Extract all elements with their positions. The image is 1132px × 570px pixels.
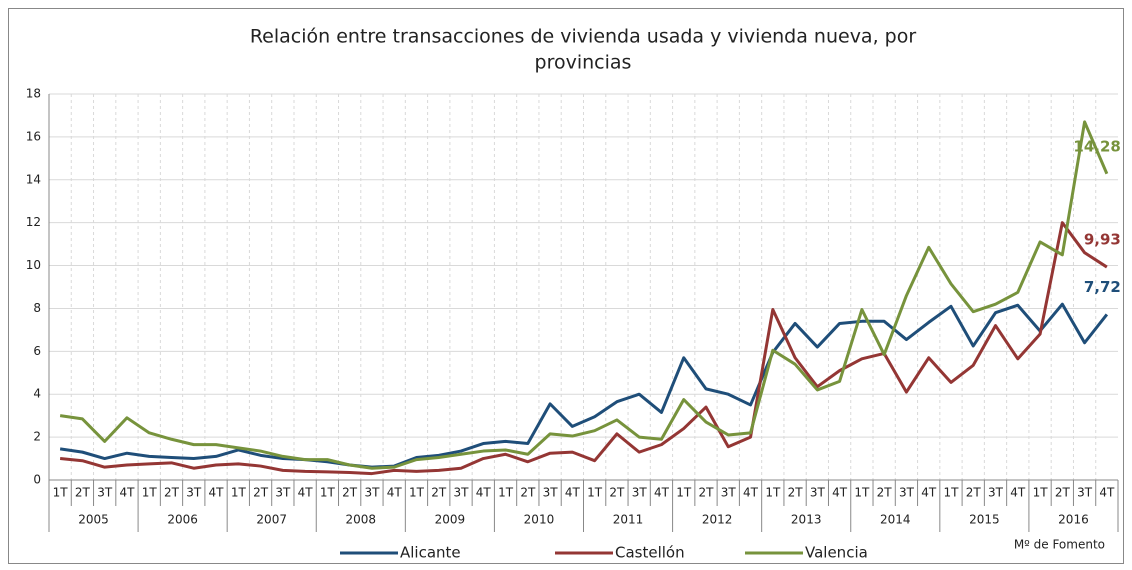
- x-tick-label: 3T: [97, 486, 113, 500]
- chart-title: provincias: [535, 52, 632, 74]
- x-group-label: 2013: [791, 513, 822, 527]
- x-tick-label: 3T: [721, 486, 737, 500]
- x-tick-label: 1T: [53, 486, 69, 500]
- x-tick-label: 1T: [765, 486, 781, 500]
- x-group-label: 2014: [880, 513, 911, 527]
- x-tick-label: 2T: [788, 486, 804, 500]
- x-group-label: 2006: [167, 513, 198, 527]
- x-tick-label: 2T: [699, 486, 715, 500]
- x-tick-label: 4T: [476, 486, 492, 500]
- y-tick-label: 4: [33, 387, 41, 401]
- x-tick-label: 4T: [921, 486, 937, 500]
- x-tick-label: 3T: [364, 486, 380, 500]
- x-tick-label: 1T: [142, 486, 158, 500]
- x-tick-label: 2T: [75, 486, 91, 500]
- x-group-label: 2008: [346, 513, 377, 527]
- x-tick-label: 2T: [253, 486, 269, 500]
- y-tick-label: 10: [26, 258, 41, 272]
- x-tick-label: 2T: [966, 486, 982, 500]
- series-line: [59, 120, 1109, 470]
- x-tick-label: 3T: [1077, 486, 1093, 500]
- x-tick-label: 1T: [1033, 486, 1049, 500]
- chart-frame: [8, 8, 1124, 564]
- y-tick-label: 8: [33, 301, 41, 315]
- y-tick-label: 2: [33, 430, 41, 444]
- x-tick-label: 3T: [988, 486, 1004, 500]
- x-tick-label: 1T: [676, 486, 692, 500]
- x-tick-label: 4T: [1010, 486, 1026, 500]
- x-tick-label: 4T: [654, 486, 670, 500]
- source-note: Mº de Fomento: [1014, 538, 1105, 552]
- x-tick-label: 4T: [119, 486, 135, 500]
- x-tick-label: 1T: [498, 486, 514, 500]
- x-group-label: 2015: [969, 513, 1000, 527]
- x-group-label: 2012: [702, 513, 733, 527]
- x-group-label: 2016: [1058, 513, 1089, 527]
- x-tick-label: 1T: [320, 486, 336, 500]
- series-line: [59, 221, 1108, 476]
- legend-label: Castellón: [615, 544, 685, 562]
- x-tick-label: 1T: [409, 486, 425, 500]
- x-tick-label: 2T: [431, 486, 447, 500]
- x-tick-label: 3T: [275, 486, 291, 500]
- data-label: 7,72: [1084, 278, 1121, 296]
- x-tick-label: 1T: [943, 486, 959, 500]
- x-tick-label: 4T: [743, 486, 759, 500]
- x-tick-label: 3T: [186, 486, 202, 500]
- x-group-label: 2010: [524, 513, 555, 527]
- y-tick-label: 14: [26, 172, 41, 186]
- data-label: 9,93: [1084, 231, 1121, 249]
- y-tick-label: 16: [26, 129, 41, 143]
- x-tick-label: 2T: [877, 486, 893, 500]
- x-tick-label: 4T: [832, 486, 848, 500]
- x-group-label: 2011: [613, 513, 644, 527]
- x-group-label: 2007: [256, 513, 287, 527]
- x-tick-label: 3T: [810, 486, 826, 500]
- x-tick-label: 2T: [342, 486, 358, 500]
- x-group-label: 2009: [435, 513, 466, 527]
- x-tick-label: 2T: [1055, 486, 1071, 500]
- x-tick-label: 4T: [1099, 486, 1115, 500]
- x-tick-label: 3T: [454, 486, 470, 500]
- x-tick-label: 1T: [231, 486, 247, 500]
- legend-label: Alicante: [400, 544, 461, 562]
- data-label: 14,28: [1073, 137, 1120, 155]
- chart-title: Relación entre transacciones de vivienda…: [250, 26, 917, 48]
- legend-label: Valencia: [805, 544, 868, 562]
- series-line: [59, 302, 1109, 469]
- x-tick-label: 4T: [387, 486, 403, 500]
- x-group-label: 2005: [78, 513, 109, 527]
- y-tick-label: 0: [33, 473, 41, 487]
- x-tick-label: 2T: [164, 486, 180, 500]
- x-tick-label: 2T: [609, 486, 625, 500]
- y-tick-label: 12: [26, 215, 41, 229]
- x-tick-label: 3T: [899, 486, 915, 500]
- x-tick-label: 2T: [520, 486, 536, 500]
- x-tick-label: 3T: [632, 486, 648, 500]
- x-tick-label: 4T: [298, 486, 314, 500]
- x-tick-label: 4T: [209, 486, 225, 500]
- x-tick-label: 1T: [854, 486, 870, 500]
- x-tick-label: 3T: [543, 486, 559, 500]
- y-tick-label: 18: [26, 87, 41, 101]
- x-tick-label: 1T: [587, 486, 603, 500]
- x-tick-label: 4T: [565, 486, 581, 500]
- y-tick-label: 6: [33, 344, 41, 358]
